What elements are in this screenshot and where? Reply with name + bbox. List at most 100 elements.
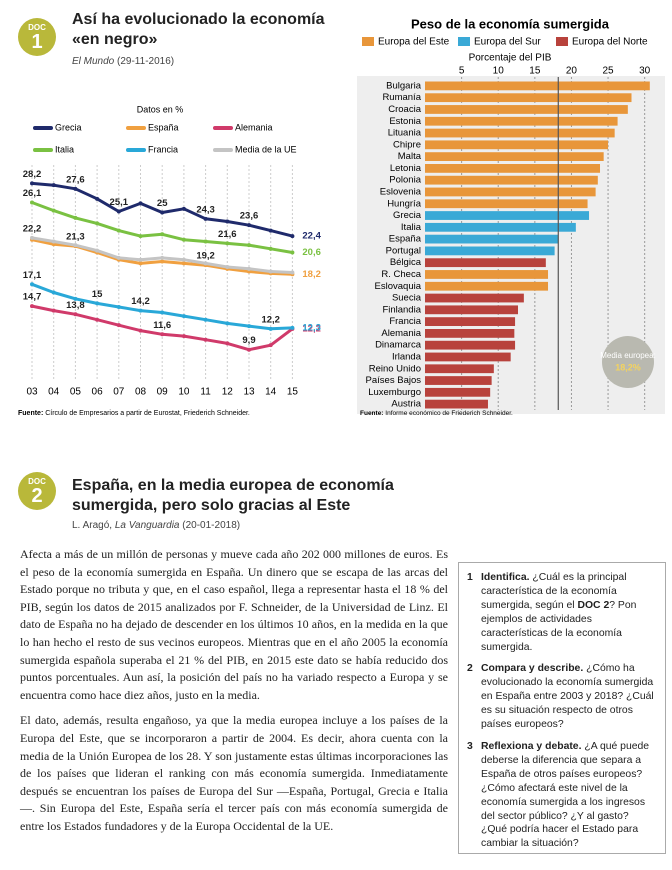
bar: [425, 187, 596, 197]
point: [268, 228, 273, 233]
legend-label: Europa del Norte: [572, 37, 648, 48]
doc-title: España, en la media europea de economía …: [72, 477, 394, 514]
point: [30, 235, 34, 240]
legend-label: Europa del Sur: [474, 37, 541, 48]
x-tick-label: 06: [92, 387, 104, 398]
value-label: 25,1: [110, 197, 129, 208]
x-tick-label: 08: [135, 387, 147, 398]
point: [51, 239, 56, 244]
x-tick-label: 10: [178, 387, 190, 398]
activity-title: Reflexiona y debate.: [481, 740, 582, 752]
legend-label: Grecia: [55, 122, 82, 132]
date: (20-01-2018): [179, 520, 241, 531]
bar: [425, 293, 524, 303]
value-label: 20,6: [302, 247, 321, 258]
point: [51, 290, 56, 295]
category-label: Luxemburgo: [368, 387, 421, 398]
annotation-badge: [602, 336, 654, 388]
bar: [425, 222, 576, 232]
x-tick-label: 12: [222, 387, 234, 398]
category-label: Eslovaquia: [375, 281, 422, 292]
point: [95, 196, 100, 201]
legend-label: Francia: [148, 144, 178, 154]
badge-number: 1: [31, 31, 43, 53]
value-label: 19,2: [196, 251, 215, 262]
x-tick-label: 11: [200, 387, 211, 398]
value-label: 27,6: [66, 174, 85, 185]
point: [160, 232, 165, 237]
category-label: Irlanda: [392, 351, 422, 362]
point: [181, 257, 186, 262]
point: [203, 216, 208, 221]
point: [203, 317, 208, 322]
doc-source: El Mundo (29-11-2016): [72, 56, 174, 67]
activity-number: 3: [467, 740, 473, 752]
category-label: Bulgaria: [386, 80, 422, 91]
activities-box: 1 Identifica. ¿Cuál es la principal carac…: [458, 562, 666, 854]
point: [30, 200, 34, 205]
point: [73, 186, 78, 191]
point: [268, 246, 273, 251]
point: [181, 237, 186, 242]
activity-text: ¿A qué puede deberse la diferencia que s…: [481, 740, 650, 850]
bar: [425, 116, 618, 126]
point: [116, 323, 121, 328]
category-label: Estonia: [389, 116, 421, 127]
publication: La Vanguardia: [114, 520, 180, 531]
bar: [425, 128, 615, 138]
category-label: Eslovenia: [380, 186, 422, 197]
legend-label: Europa del Este: [378, 37, 450, 48]
point: [95, 317, 100, 322]
category-label: Países Bajos: [366, 375, 422, 386]
value-label: 14,2: [131, 296, 150, 307]
point: [30, 282, 34, 287]
bar: [425, 175, 598, 185]
bar: [425, 352, 511, 362]
category-label: Portugal: [386, 245, 421, 256]
point: [138, 201, 143, 206]
point: [160, 310, 165, 315]
category-label: Austria: [391, 399, 421, 410]
source: Fuente: Círculo de Empresarios a partir …: [18, 410, 250, 417]
author: L. Aragó,: [72, 520, 115, 531]
point: [247, 243, 251, 248]
bar: [425, 81, 650, 91]
activity-text: DOC 2: [577, 599, 610, 611]
date: (29-11-2016): [114, 56, 175, 67]
bar: [425, 270, 549, 279]
point: [116, 228, 121, 233]
bar: [425, 305, 518, 315]
article: Afecta a más de un millón de personas y …: [20, 546, 448, 844]
legend-label: Alemania: [235, 122, 273, 132]
point: [247, 223, 251, 228]
point: [181, 206, 186, 211]
point: [225, 265, 230, 269]
doc-badge: DOC 2: [18, 472, 56, 510]
value-label: 26,1: [23, 188, 42, 199]
point: [30, 181, 34, 186]
point: [268, 343, 273, 348]
point: [247, 324, 251, 329]
category-label: Chipre: [393, 139, 421, 150]
bar: [425, 246, 555, 256]
activity-text: ? Pon ejemplos de actividades caracterís…: [481, 599, 637, 653]
category-label: Reino Unido: [369, 363, 421, 374]
value-label: 23,6: [240, 211, 259, 222]
point: [268, 326, 273, 331]
point: [225, 321, 230, 326]
value-label: 22,2: [23, 223, 42, 234]
axis-label: Porcentaje del PIB: [469, 53, 552, 64]
bar: [425, 199, 588, 209]
point: [225, 219, 230, 224]
category-label: Hungría: [387, 198, 422, 209]
source: Fuente: Informe económico de Friederich …: [360, 410, 513, 417]
point: [95, 248, 100, 253]
value-label: 13,8: [66, 300, 85, 311]
value-label: 9,9: [242, 335, 255, 346]
point: [181, 334, 186, 339]
x-tick-label: 09: [157, 387, 169, 398]
bar: [425, 376, 492, 385]
point: [116, 209, 121, 214]
bar: [425, 164, 601, 173]
